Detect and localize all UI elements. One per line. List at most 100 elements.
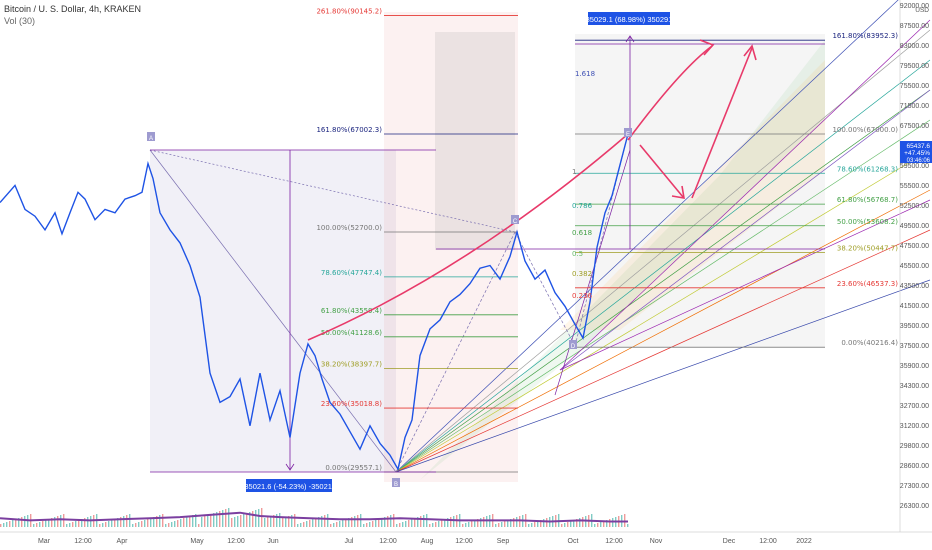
volume-bar <box>291 515 293 527</box>
volume-bar <box>513 518 515 527</box>
volume-bar <box>546 518 548 527</box>
price-tick-label: 41500.00 <box>900 303 929 310</box>
volume-bar <box>300 523 302 527</box>
measure-up-box <box>588 12 670 25</box>
price-axis[interactable]: 92000.00 87500.00 83000.00 79500.00 75500.00… <box>900 3 929 510</box>
volume-bar <box>567 522 569 527</box>
volume-bar <box>306 521 308 527</box>
volume-bar <box>222 510 224 527</box>
volume-bar <box>66 524 68 527</box>
measure-down-bracket <box>150 149 436 473</box>
time-tick-label: Sep <box>497 538 510 545</box>
volume-bar <box>417 517 419 527</box>
fib-right-label: 161.80%(83952.3) <box>832 32 898 40</box>
price-tick-label: 55500.00 <box>900 183 929 190</box>
pivot-b-label: B <box>394 482 398 488</box>
volume-bar <box>303 522 305 527</box>
volume-bar <box>387 516 389 527</box>
volume-bar <box>363 524 365 527</box>
volume-bar <box>381 518 383 527</box>
volume-bar <box>288 516 290 527</box>
volume-bar <box>75 521 77 527</box>
volume-bar <box>480 518 482 527</box>
chart-title: Bitcoin / U. S. Dollar, 4h, KRAKEN <box>4 4 142 14</box>
volume-bar <box>141 521 143 527</box>
time-tick-label: 12:00 <box>74 538 92 545</box>
price-tick-label: 79500.00 <box>900 63 929 70</box>
volume-bar <box>468 522 470 527</box>
volume-bar <box>186 517 188 527</box>
volume-bar <box>594 524 596 527</box>
volume-bar <box>318 517 320 527</box>
fib-left-label: 78.60%(47747.4) <box>321 269 382 277</box>
time-axis[interactable]: Mar 12:00 Apr May 12:00 Jun Jul 12:00 Aug 12:00 Se… <box>38 538 812 545</box>
volume-bar <box>321 516 323 527</box>
volume-bar <box>408 520 410 527</box>
pivot-c-label: C <box>513 219 518 225</box>
volume-bar <box>279 513 281 527</box>
price-tick-label: 45500.00 <box>900 263 929 270</box>
volume-bar <box>57 516 59 527</box>
pivot-a-label: A <box>149 136 153 142</box>
volume-bar <box>198 524 200 527</box>
volume-bar <box>426 514 428 527</box>
current-price-badge <box>900 141 932 163</box>
fan-label: 0.382 <box>572 270 592 278</box>
price-tick-label: 26300.00 <box>900 503 929 510</box>
volume-bar <box>294 514 296 527</box>
volume-bar <box>69 523 71 527</box>
volume-bar <box>429 524 431 527</box>
fib-right-label: 38.20%(50447.7) <box>837 244 898 252</box>
volume-bar <box>561 524 563 527</box>
pivot-markers <box>147 128 632 487</box>
volume-bar <box>540 520 542 527</box>
volume-bar <box>495 524 497 527</box>
volume-bar <box>366 523 368 527</box>
volume-bar <box>0 524 2 527</box>
price-tick-label: 47500.00 <box>900 243 929 250</box>
pivot-e-label: E <box>626 132 630 138</box>
time-tick-label: Oct <box>568 538 579 545</box>
time-tick-label: 12:00 <box>455 538 473 545</box>
current-price: 65437.6 <box>907 143 931 150</box>
volume-bar <box>357 515 359 527</box>
projection-arrows <box>307 39 757 341</box>
volume-bar <box>120 517 122 527</box>
volume-bar <box>510 519 512 527</box>
volume-bar <box>162 514 164 527</box>
price-tick-label: 28600.00 <box>900 463 929 470</box>
volume-bar <box>156 516 158 527</box>
volume-bar <box>537 521 539 527</box>
volume-bar <box>402 522 404 527</box>
volume-bar <box>411 519 413 527</box>
volume-bar <box>405 521 407 527</box>
fib-right-label: 23.60%(46537.3) <box>837 280 898 288</box>
volume-bar <box>39 522 41 527</box>
volume-bar <box>264 518 266 527</box>
volume-bar <box>33 524 35 527</box>
volume-bar <box>342 520 344 527</box>
time-tick-label: Mar <box>38 538 51 545</box>
volume-bar <box>360 514 362 527</box>
volume-bar <box>123 516 125 527</box>
volume-bar <box>372 521 374 527</box>
fib-fan-lines <box>149 0 931 473</box>
volume-bar <box>507 520 509 527</box>
fib-zone-right <box>575 34 825 346</box>
volume-bar <box>159 515 161 527</box>
volume-bar <box>108 521 110 527</box>
volume-bar <box>129 514 131 527</box>
volume-bar <box>330 524 332 527</box>
volume-bar <box>423 515 425 527</box>
volume-bar <box>627 524 629 527</box>
volume-bar <box>105 522 107 527</box>
price-tick-label: 87500.00 <box>900 23 929 30</box>
volume-bar <box>243 514 245 527</box>
volume-bar <box>453 516 455 527</box>
volume-bar <box>504 521 506 527</box>
volume-bar <box>213 513 215 527</box>
volume-bar <box>237 516 239 527</box>
price-tick-label: 83000.00 <box>900 43 929 50</box>
volume-bar <box>324 515 326 527</box>
